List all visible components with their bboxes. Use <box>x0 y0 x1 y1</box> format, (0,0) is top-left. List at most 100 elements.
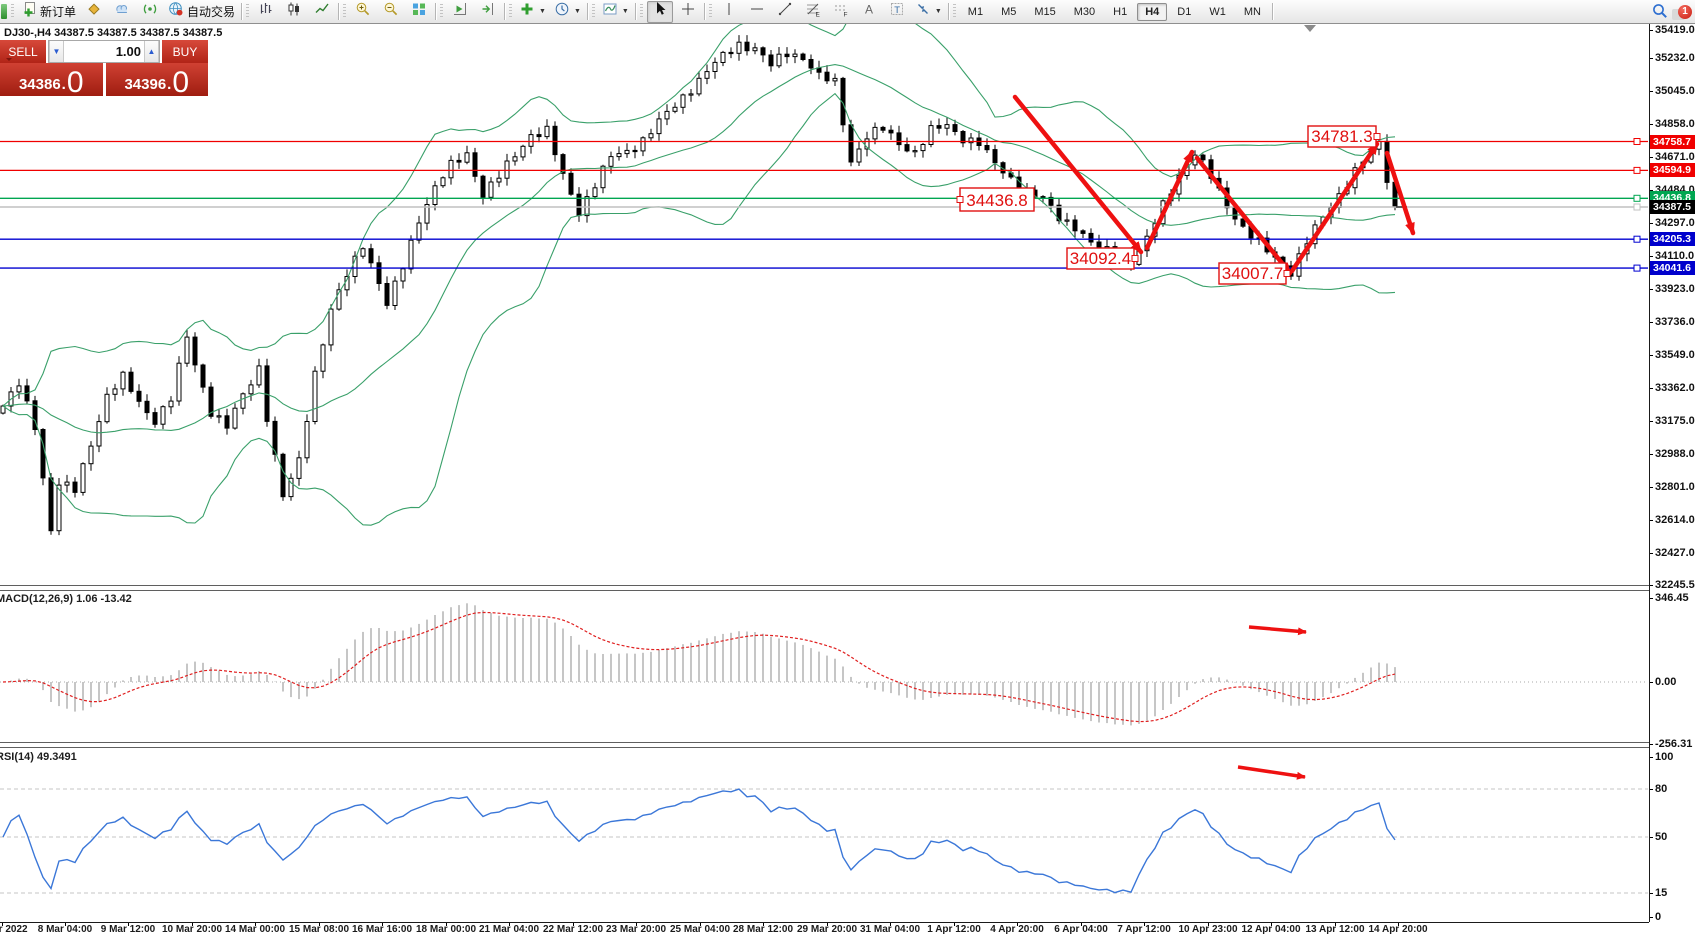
panel-separator[interactable] <box>0 742 1695 748</box>
date-tick-label: 25 Mar 04:00 <box>669 924 731 934</box>
toolbar-grip[interactable] <box>509 4 513 19</box>
zoom-in-button[interactable] <box>350 1 376 23</box>
periods-button[interactable]: ▼ <box>551 1 584 23</box>
macd-arrow[interactable] <box>1248 625 1307 636</box>
toolbar-separator <box>634 3 636 20</box>
bar-chart-button[interactable] <box>253 1 279 23</box>
toolbar-separator <box>241 3 243 20</box>
toolbar-separator <box>703 3 705 20</box>
price-tick: 32614.0 <box>1655 514 1695 526</box>
notification-badge: 1 <box>1678 4 1692 19</box>
price-tick: 33362.0 <box>1655 382 1695 394</box>
crosshair-button[interactable] <box>675 1 701 23</box>
price-tick: 35232.0 <box>1655 52 1695 64</box>
chart-shift-button[interactable] <box>475 1 501 23</box>
price-axis: 35419.0 35232.0 35045.0 34858.0 34671.0 34484… <box>1649 24 1695 923</box>
date-tick-label: 12 Apr 04:00 <box>1241 924 1301 934</box>
rsi-tick: 80 <box>1655 783 1668 795</box>
search-icon[interactable] <box>1651 2 1669 25</box>
timeframe-mn-button[interactable]: MN <box>1243 5 1261 18</box>
trend-arrows[interactable] <box>1012 94 1416 276</box>
chart-shift-icon <box>480 1 496 22</box>
volume-increase-button[interactable]: ▲ <box>144 41 159 62</box>
auto-scroll-icon <box>452 1 468 22</box>
rsi-tick: 15 <box>1655 887 1668 899</box>
templates-button[interactable]: ▼ <box>599 1 632 23</box>
price-callouts[interactable]: 34781.3 34436.8 34092.4 34007.7 <box>956 125 1381 285</box>
price-tick: 33736.0 <box>1655 316 1695 328</box>
cloud-button[interactable] <box>109 1 135 23</box>
one-click-trading-panel: SELL ▼ ▲ BUY 34386 . 0 34396 . 0 <box>0 40 208 100</box>
sell-price-main: 34386 <box>18 76 61 93</box>
main-price-chart[interactable]: 34781.3 34436.8 34092.4 34007.7 <box>0 24 1648 586</box>
toolbar-grip[interactable] <box>343 4 347 19</box>
candlestick-chart-button[interactable] <box>281 1 307 23</box>
price-level-badge: 34205.3 <box>1650 232 1695 246</box>
timeframe-w1-button[interactable]: W1 <box>1209 5 1226 18</box>
date-tick-label: 9 Mar 12:00 <box>100 924 156 934</box>
trendline-button[interactable] <box>772 1 798 23</box>
rsi-label: RSI(14) 49.3491 <box>0 751 77 763</box>
buy-button[interactable]: BUY <box>162 40 208 63</box>
rsi-line <box>2 788 1396 894</box>
signal-button[interactable] <box>137 1 163 23</box>
cursor-button[interactable] <box>646 0 673 23</box>
sell-button[interactable]: SELL <box>0 40 46 63</box>
text-label-button[interactable]: T <box>884 1 910 23</box>
price-tick: 34297.0 <box>1655 217 1695 229</box>
line-chart-button[interactable] <box>309 1 335 23</box>
toolbar-grip[interactable] <box>639 4 643 19</box>
panel-separator[interactable] <box>0 585 1695 591</box>
vertical-line-button[interactable] <box>716 1 742 23</box>
chart-shift-marker[interactable] <box>1304 25 1316 32</box>
toolbar-grip[interactable] <box>440 4 444 19</box>
timeframe-m15-button[interactable]: M15 <box>1034 5 1056 18</box>
volume-input[interactable] <box>64 41 144 62</box>
price-tick: 32427.0 <box>1655 547 1695 559</box>
sell-price[interactable]: 34386 . 0 <box>0 63 103 98</box>
timeframe-h4-button[interactable]: H4 <box>1137 2 1168 21</box>
macd-panel[interactable] <box>0 591 1648 743</box>
equidistant-channel-icon: E <box>805 1 821 22</box>
line-chart-icon <box>314 1 330 22</box>
timeframe-d1-button[interactable]: D1 <box>1177 5 1192 18</box>
volume-decrease-button[interactable]: ▼ <box>49 41 64 62</box>
macd-tick: 346.45 <box>1655 592 1689 604</box>
horizontal-line-button[interactable] <box>744 1 770 23</box>
text-button[interactable]: A <box>856 1 882 23</box>
indicators-button[interactable]: ▼ <box>516 1 549 23</box>
equidistant-channel-button[interactable]: E <box>800 1 826 23</box>
rsi-panel[interactable] <box>0 748 1648 921</box>
auto-trading-button[interactable]: 自动交易 <box>165 1 238 23</box>
chart-style-icon <box>86 1 102 22</box>
price-tick: 35045.0 <box>1655 85 1695 97</box>
timeframe-m5-button[interactable]: M5 <box>1001 5 1017 18</box>
horizontal-lines[interactable] <box>0 138 1648 272</box>
fibonacci-button[interactable]: F <box>828 1 854 23</box>
price-tick: 33175.0 <box>1655 415 1695 427</box>
toolbar-separator <box>947 3 949 20</box>
toolbar-separator <box>338 3 340 20</box>
rsi-tick: 0 <box>1655 911 1662 923</box>
toolbar-grip[interactable] <box>708 4 712 19</box>
new-order-button[interactable]: 新订单 <box>18 1 79 23</box>
timeframe-h1-button[interactable]: H1 <box>1113 5 1128 18</box>
arrows-button[interactable]: ▼ <box>912 1 945 23</box>
date-tick-label: 8 Mar 04:00 <box>37 924 93 934</box>
toolbar-grip[interactable] <box>591 4 595 19</box>
rsi-arrow[interactable] <box>1237 765 1306 780</box>
svg-text:34007.7: 34007.7 <box>1222 264 1283 283</box>
timeframe-m30-button[interactable]: M30 <box>1073 5 1096 18</box>
toolbar-grip[interactable] <box>11 4 14 19</box>
toolbar-grip[interactable] <box>952 4 956 19</box>
buy-price[interactable]: 34396 . 0 <box>105 63 208 100</box>
timeframe-m1-button[interactable]: M1 <box>967 5 984 18</box>
tile-windows-button[interactable] <box>406 1 432 23</box>
notification-icon[interactable]: 1 <box>1672 4 1692 23</box>
auto-scroll-button[interactable] <box>447 1 473 23</box>
zoom-out-button[interactable] <box>378 1 404 23</box>
date-tick-label: 29 Mar 20:00 <box>796 924 858 934</box>
toolbar-grip[interactable] <box>246 4 250 19</box>
chart-style-button[interactable] <box>81 1 107 23</box>
buy-price-big-digit: 0 <box>172 66 190 100</box>
